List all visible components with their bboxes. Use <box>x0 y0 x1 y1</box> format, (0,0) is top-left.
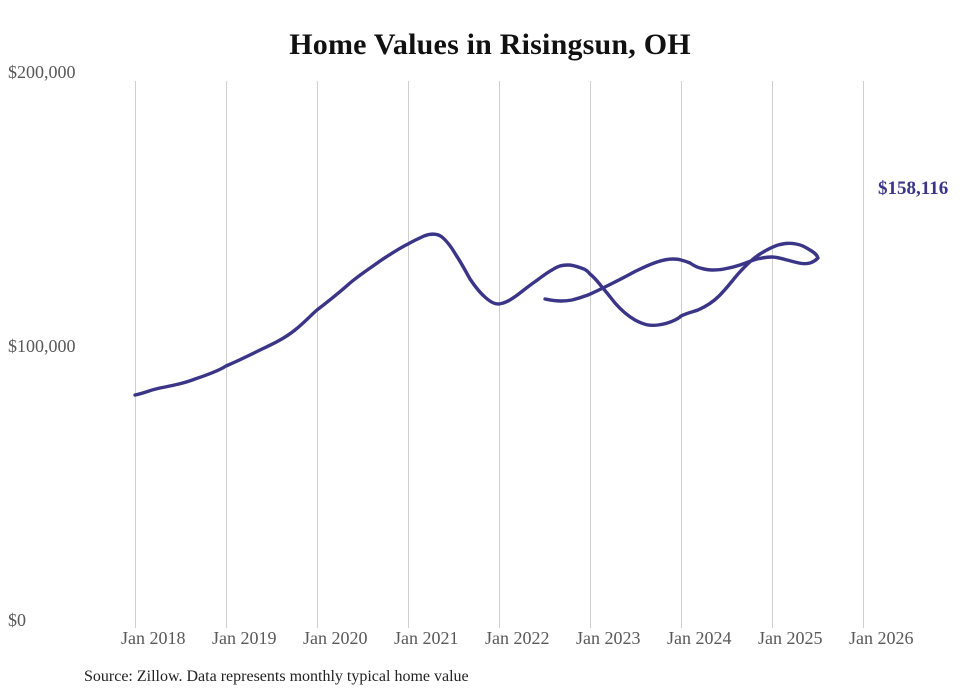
source-text: Source: Zillow. Data represents monthly … <box>84 668 469 686</box>
home-value-line-chart <box>0 0 980 699</box>
chart-container: Home Values in Risingsun, OH $200,000 $1… <box>0 0 980 699</box>
end-value-label: $158,116 <box>878 178 948 200</box>
